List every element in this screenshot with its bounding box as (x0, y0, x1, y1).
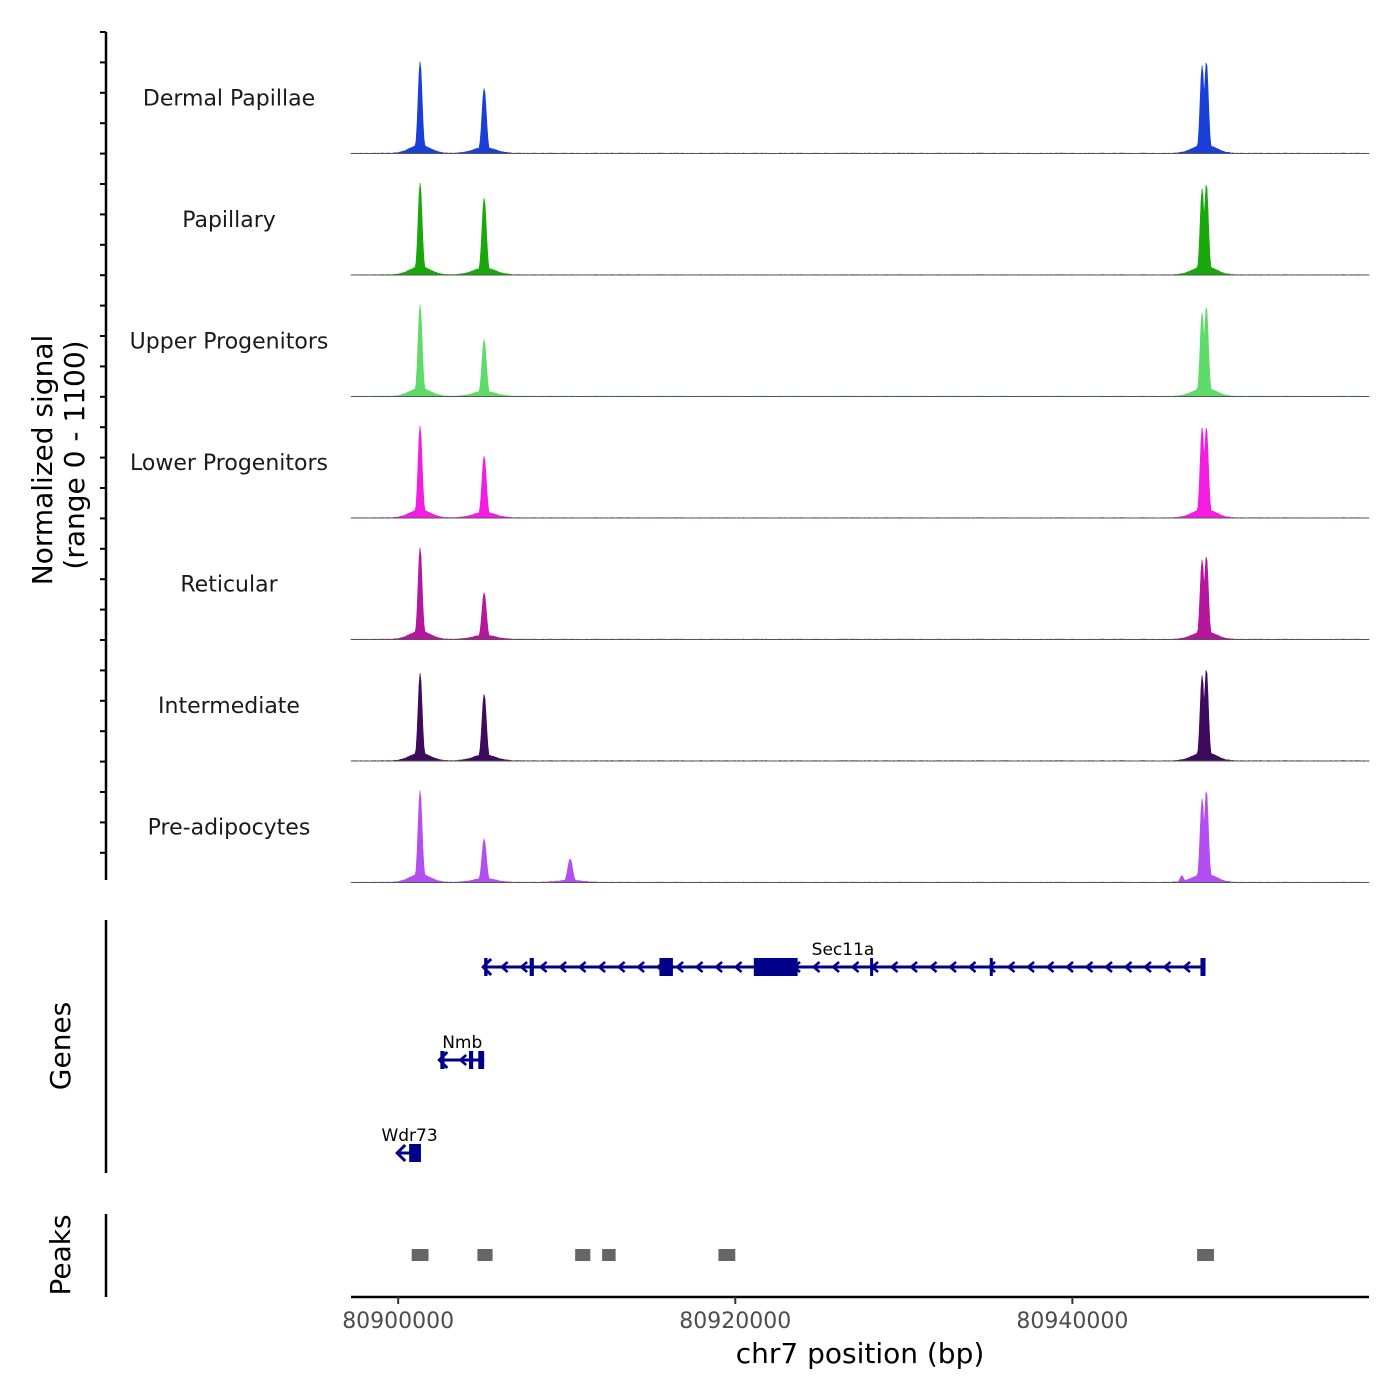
gene-exon (529, 958, 534, 976)
gene-exon (478, 1051, 485, 1069)
gene-strand-chevron (889, 961, 899, 973)
coverage-ylabel-line1: Normalized signal (26, 335, 59, 586)
gene-strand-chevron (850, 961, 860, 973)
gene-exon (468, 1051, 474, 1069)
x-tick-label: 80940000 (1016, 1309, 1128, 1334)
x-axis: 80900000 80920000 80940000 chr7 position (… (342, 1295, 1369, 1370)
x-tick-label: 80920000 (679, 1309, 791, 1334)
gene-strand-chevron (458, 1054, 468, 1066)
coverage-signal-area (350, 182, 1370, 276)
gene-strand-chevron (538, 961, 548, 973)
x-ticks: 80900000 80920000 80940000 (342, 1297, 1128, 1334)
coverage-track: Lower Progenitors (130, 425, 1370, 519)
gene-strand-chevron (987, 961, 996, 973)
coverage-signal-area (350, 670, 1370, 762)
coverage-track: Intermediate (158, 670, 1370, 762)
coverage-track: Reticular (180, 547, 1370, 640)
gene-exon (659, 958, 673, 976)
coverage-track: Dermal Papillae (143, 61, 1370, 154)
gene-exon (409, 1144, 421, 1162)
coverage-signal-area (350, 790, 1370, 883)
coverage-y-ticks (100, 31, 106, 854)
gene-strand-chevron (1026, 961, 1035, 973)
coverage-track: Papillary (182, 182, 1370, 276)
track-label: Pre-adipocytes (148, 816, 311, 841)
gene-strand-chevron (811, 961, 821, 973)
gene-strand-chevron (577, 961, 587, 973)
gene-strand-chevron (1045, 961, 1055, 973)
gene-model: Sec11a (481, 940, 1206, 977)
gene-strand-chevron (597, 961, 606, 973)
gene-strand-chevron (1104, 961, 1113, 973)
gene-strand-chevron (714, 961, 723, 973)
gene-strand-chevron (519, 961, 528, 973)
peak-region (477, 1249, 493, 1261)
gene-strand-chevron (928, 961, 938, 973)
coverage-track: Pre-adipocytes (148, 790, 1370, 883)
peaks-panel: Peaks (44, 1214, 1214, 1297)
gene-label: Sec11a (812, 940, 875, 960)
gene-label: Wdr73 (381, 1126, 437, 1146)
coverage-track: Upper Progenitors (130, 304, 1370, 397)
gene-model: Wdr73 (381, 1126, 438, 1163)
peak-marks (411, 1249, 1214, 1261)
gene-end-arrow (437, 1050, 449, 1070)
peak-region (411, 1249, 429, 1261)
peak-region (718, 1249, 736, 1261)
gene-strand-chevron (1143, 961, 1152, 973)
coverage-signal-area (350, 61, 1370, 154)
gene-strand-chevron (499, 961, 509, 973)
x-axis-title: chr7 position (bp) (736, 1337, 985, 1370)
gene-strand-chevron (1084, 961, 1094, 973)
genes-ylabel: Genes (44, 1002, 77, 1090)
gene-end-arrow (395, 1143, 407, 1163)
gene-exon (989, 958, 993, 976)
gene-strand-chevron (831, 961, 840, 973)
gene-exon (753, 958, 798, 976)
gene-strand-chevron (909, 961, 918, 973)
gene-strand-chevron (675, 961, 684, 973)
gene-strand-chevron (733, 961, 743, 973)
gene-strand-chevron (636, 961, 645, 973)
gene-strand-chevron (1162, 961, 1172, 973)
gene-end-arrow (481, 957, 493, 977)
coverage-signal-area (350, 304, 1370, 397)
x-tick-label: 80900000 (342, 1309, 454, 1334)
coverage-signal-area (350, 425, 1370, 519)
gene-strand-chevron (967, 961, 977, 973)
gene-strand-chevron (558, 961, 567, 973)
gene-exon (870, 958, 874, 976)
gene-model: Nmb (437, 1033, 485, 1070)
gene-models: Sec11a Nmb Wdr73 (381, 940, 1206, 1163)
coverage-panel: Normalized signal (range 0 - 1100) Derma… (26, 31, 1370, 883)
coverage-signal-area (350, 547, 1370, 640)
track-label: Dermal Papillae (143, 87, 315, 112)
coverage-tracks: Dermal Papillae Papillary Upper Progenitor… (130, 61, 1370, 883)
gene-strand-chevron (616, 961, 626, 973)
gene-exon (1200, 958, 1206, 976)
peak-region (575, 1249, 591, 1261)
track-label: Reticular (180, 573, 278, 598)
peak-region (1197, 1249, 1214, 1261)
genes-panel: Genes Sec11a Nmb Wdr73 (44, 920, 1206, 1173)
peak-region (602, 1249, 616, 1261)
gene-exon (484, 958, 488, 976)
gene-strand-chevron (694, 961, 704, 973)
gene-strand-chevron (1006, 961, 1016, 973)
gene-exon (440, 1051, 445, 1069)
track-label: Intermediate (158, 694, 300, 719)
gene-strand-chevron (1065, 961, 1074, 973)
gene-strand-chevron (1182, 961, 1191, 973)
gene-strand-chevron (1123, 961, 1133, 973)
track-label: Upper Progenitors (130, 330, 329, 355)
coverage-ylabel-line2: (range 0 - 1100) (58, 340, 91, 569)
gene-label: Nmb (442, 1033, 482, 1053)
track-label: Papillary (182, 208, 276, 233)
peaks-ylabel: Peaks (44, 1214, 77, 1295)
track-label: Lower Progenitors (130, 451, 328, 476)
gene-strand-chevron (948, 961, 957, 973)
